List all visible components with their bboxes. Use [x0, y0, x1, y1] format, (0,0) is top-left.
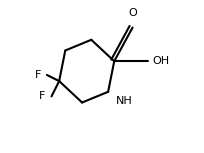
Text: NH: NH [116, 96, 133, 106]
Text: OH: OH [153, 56, 170, 66]
Text: O: O [128, 8, 137, 18]
Text: F: F [39, 91, 45, 101]
Text: F: F [34, 70, 41, 80]
